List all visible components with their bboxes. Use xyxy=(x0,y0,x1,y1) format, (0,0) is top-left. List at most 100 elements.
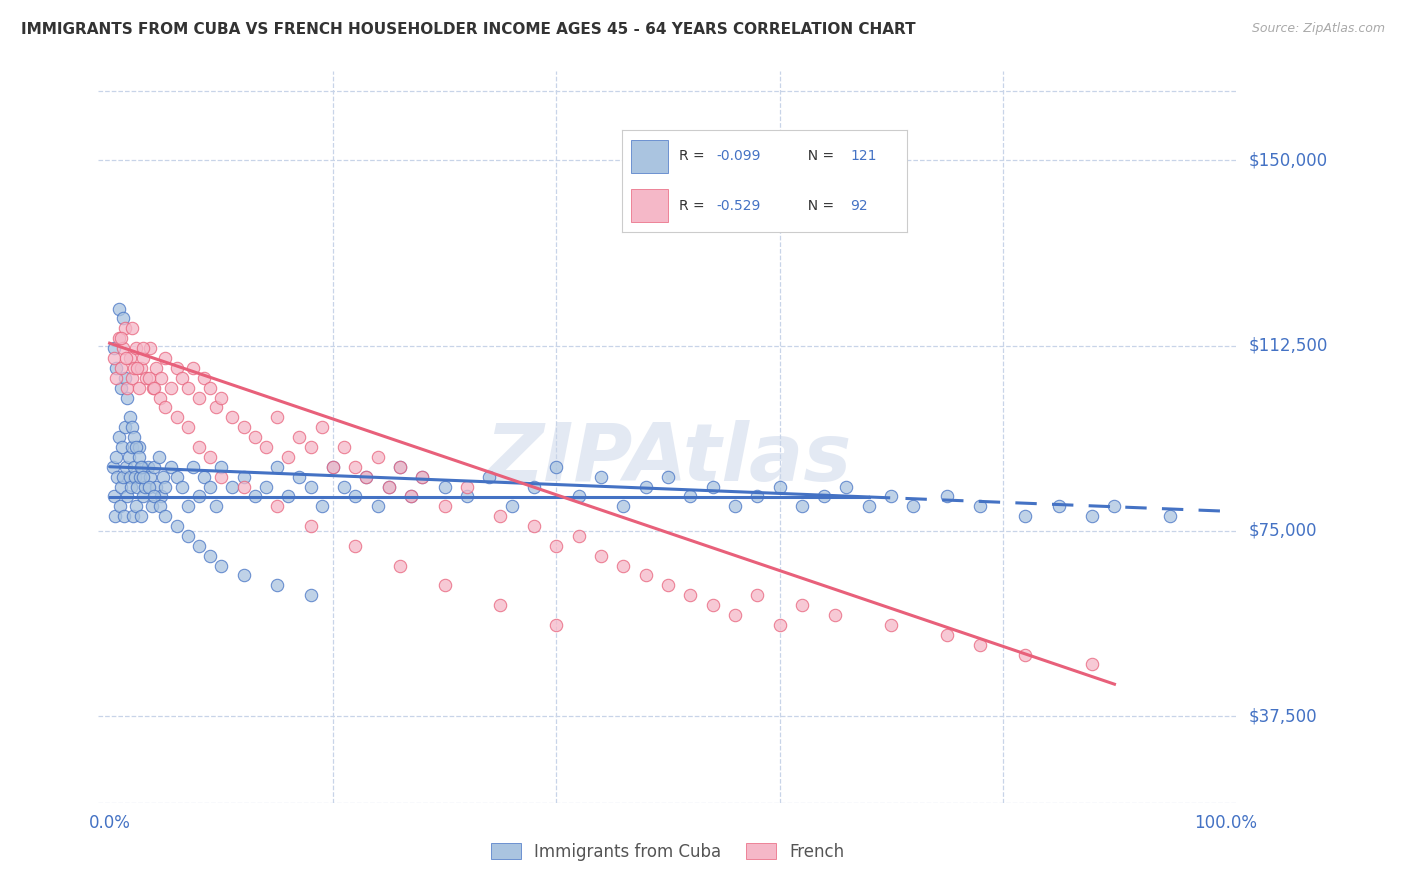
Point xyxy=(254,479,277,493)
Point xyxy=(546,459,568,474)
Point xyxy=(388,558,411,573)
Point xyxy=(489,598,512,612)
Point xyxy=(266,459,288,474)
Point xyxy=(111,440,134,454)
Point xyxy=(1014,648,1036,662)
Point xyxy=(589,469,612,483)
Point xyxy=(117,391,139,405)
Point xyxy=(589,549,612,563)
Point xyxy=(433,578,456,592)
Point xyxy=(546,539,568,553)
Point xyxy=(110,479,132,493)
Point xyxy=(277,450,299,464)
Point xyxy=(177,529,200,543)
Point xyxy=(177,420,200,434)
Point xyxy=(172,479,194,493)
Point xyxy=(322,459,344,474)
Point xyxy=(155,351,177,365)
Point xyxy=(634,479,657,493)
Point xyxy=(433,500,456,514)
Point xyxy=(117,381,139,395)
Point xyxy=(702,598,724,612)
Point xyxy=(177,500,200,514)
Point xyxy=(129,360,152,375)
Point xyxy=(724,607,747,622)
Point xyxy=(1081,657,1104,672)
Point xyxy=(344,459,367,474)
Point xyxy=(187,440,209,454)
Point xyxy=(132,351,155,365)
Point xyxy=(198,549,221,563)
Point xyxy=(124,469,146,483)
Point xyxy=(377,479,399,493)
Point xyxy=(101,459,124,474)
Point xyxy=(501,500,523,514)
Point xyxy=(155,509,177,524)
Point xyxy=(204,500,226,514)
Point xyxy=(288,430,311,444)
Point xyxy=(111,341,134,355)
Point xyxy=(115,459,138,474)
Point xyxy=(148,450,170,464)
Point xyxy=(166,410,188,425)
Point xyxy=(747,588,769,602)
Point xyxy=(356,469,378,483)
Point xyxy=(824,607,846,622)
Point xyxy=(152,469,174,483)
Point xyxy=(1159,509,1181,524)
Point xyxy=(333,479,356,493)
Point xyxy=(129,509,152,524)
Point xyxy=(266,410,288,425)
Point xyxy=(1014,509,1036,524)
Point xyxy=(936,628,959,642)
Point xyxy=(880,489,903,503)
Point xyxy=(523,519,546,533)
Point xyxy=(657,469,679,483)
Point xyxy=(209,469,232,483)
Point xyxy=(790,598,813,612)
Point xyxy=(166,360,188,375)
Point xyxy=(149,489,172,503)
Point xyxy=(155,401,177,415)
Point xyxy=(198,450,221,464)
Point xyxy=(232,469,254,483)
Point xyxy=(209,558,232,573)
Text: IMMIGRANTS FROM CUBA VS FRENCH HOUSEHOLDER INCOME AGES 45 - 64 YEARS CORRELATION: IMMIGRANTS FROM CUBA VS FRENCH HOUSEHOLD… xyxy=(21,22,915,37)
Point xyxy=(138,479,160,493)
Point xyxy=(128,440,150,454)
Point xyxy=(105,450,128,464)
Point xyxy=(138,371,160,385)
Point xyxy=(136,459,159,474)
Point xyxy=(546,618,568,632)
Point xyxy=(155,479,177,493)
Text: $75,000: $75,000 xyxy=(1249,522,1317,540)
Point xyxy=(903,500,925,514)
Point xyxy=(456,489,478,503)
Point xyxy=(209,391,232,405)
Point xyxy=(132,489,155,503)
Point xyxy=(411,469,433,483)
Text: ZIPAtlas: ZIPAtlas xyxy=(485,420,851,498)
Text: $112,500: $112,500 xyxy=(1249,336,1327,355)
Point xyxy=(322,459,344,474)
Point xyxy=(724,500,747,514)
Point xyxy=(166,469,188,483)
Point xyxy=(105,360,128,375)
Point xyxy=(149,391,172,405)
Point xyxy=(125,500,148,514)
Point xyxy=(790,500,813,514)
Point xyxy=(388,459,411,474)
Point xyxy=(232,479,254,493)
Point xyxy=(221,479,243,493)
Point xyxy=(145,479,167,493)
Point xyxy=(120,479,142,493)
Point xyxy=(143,489,166,503)
Point xyxy=(198,479,221,493)
Point xyxy=(121,321,143,335)
Point xyxy=(187,489,209,503)
Point xyxy=(107,301,129,316)
Point xyxy=(612,500,634,514)
Point xyxy=(160,459,183,474)
Point xyxy=(111,311,134,326)
Point xyxy=(118,469,141,483)
